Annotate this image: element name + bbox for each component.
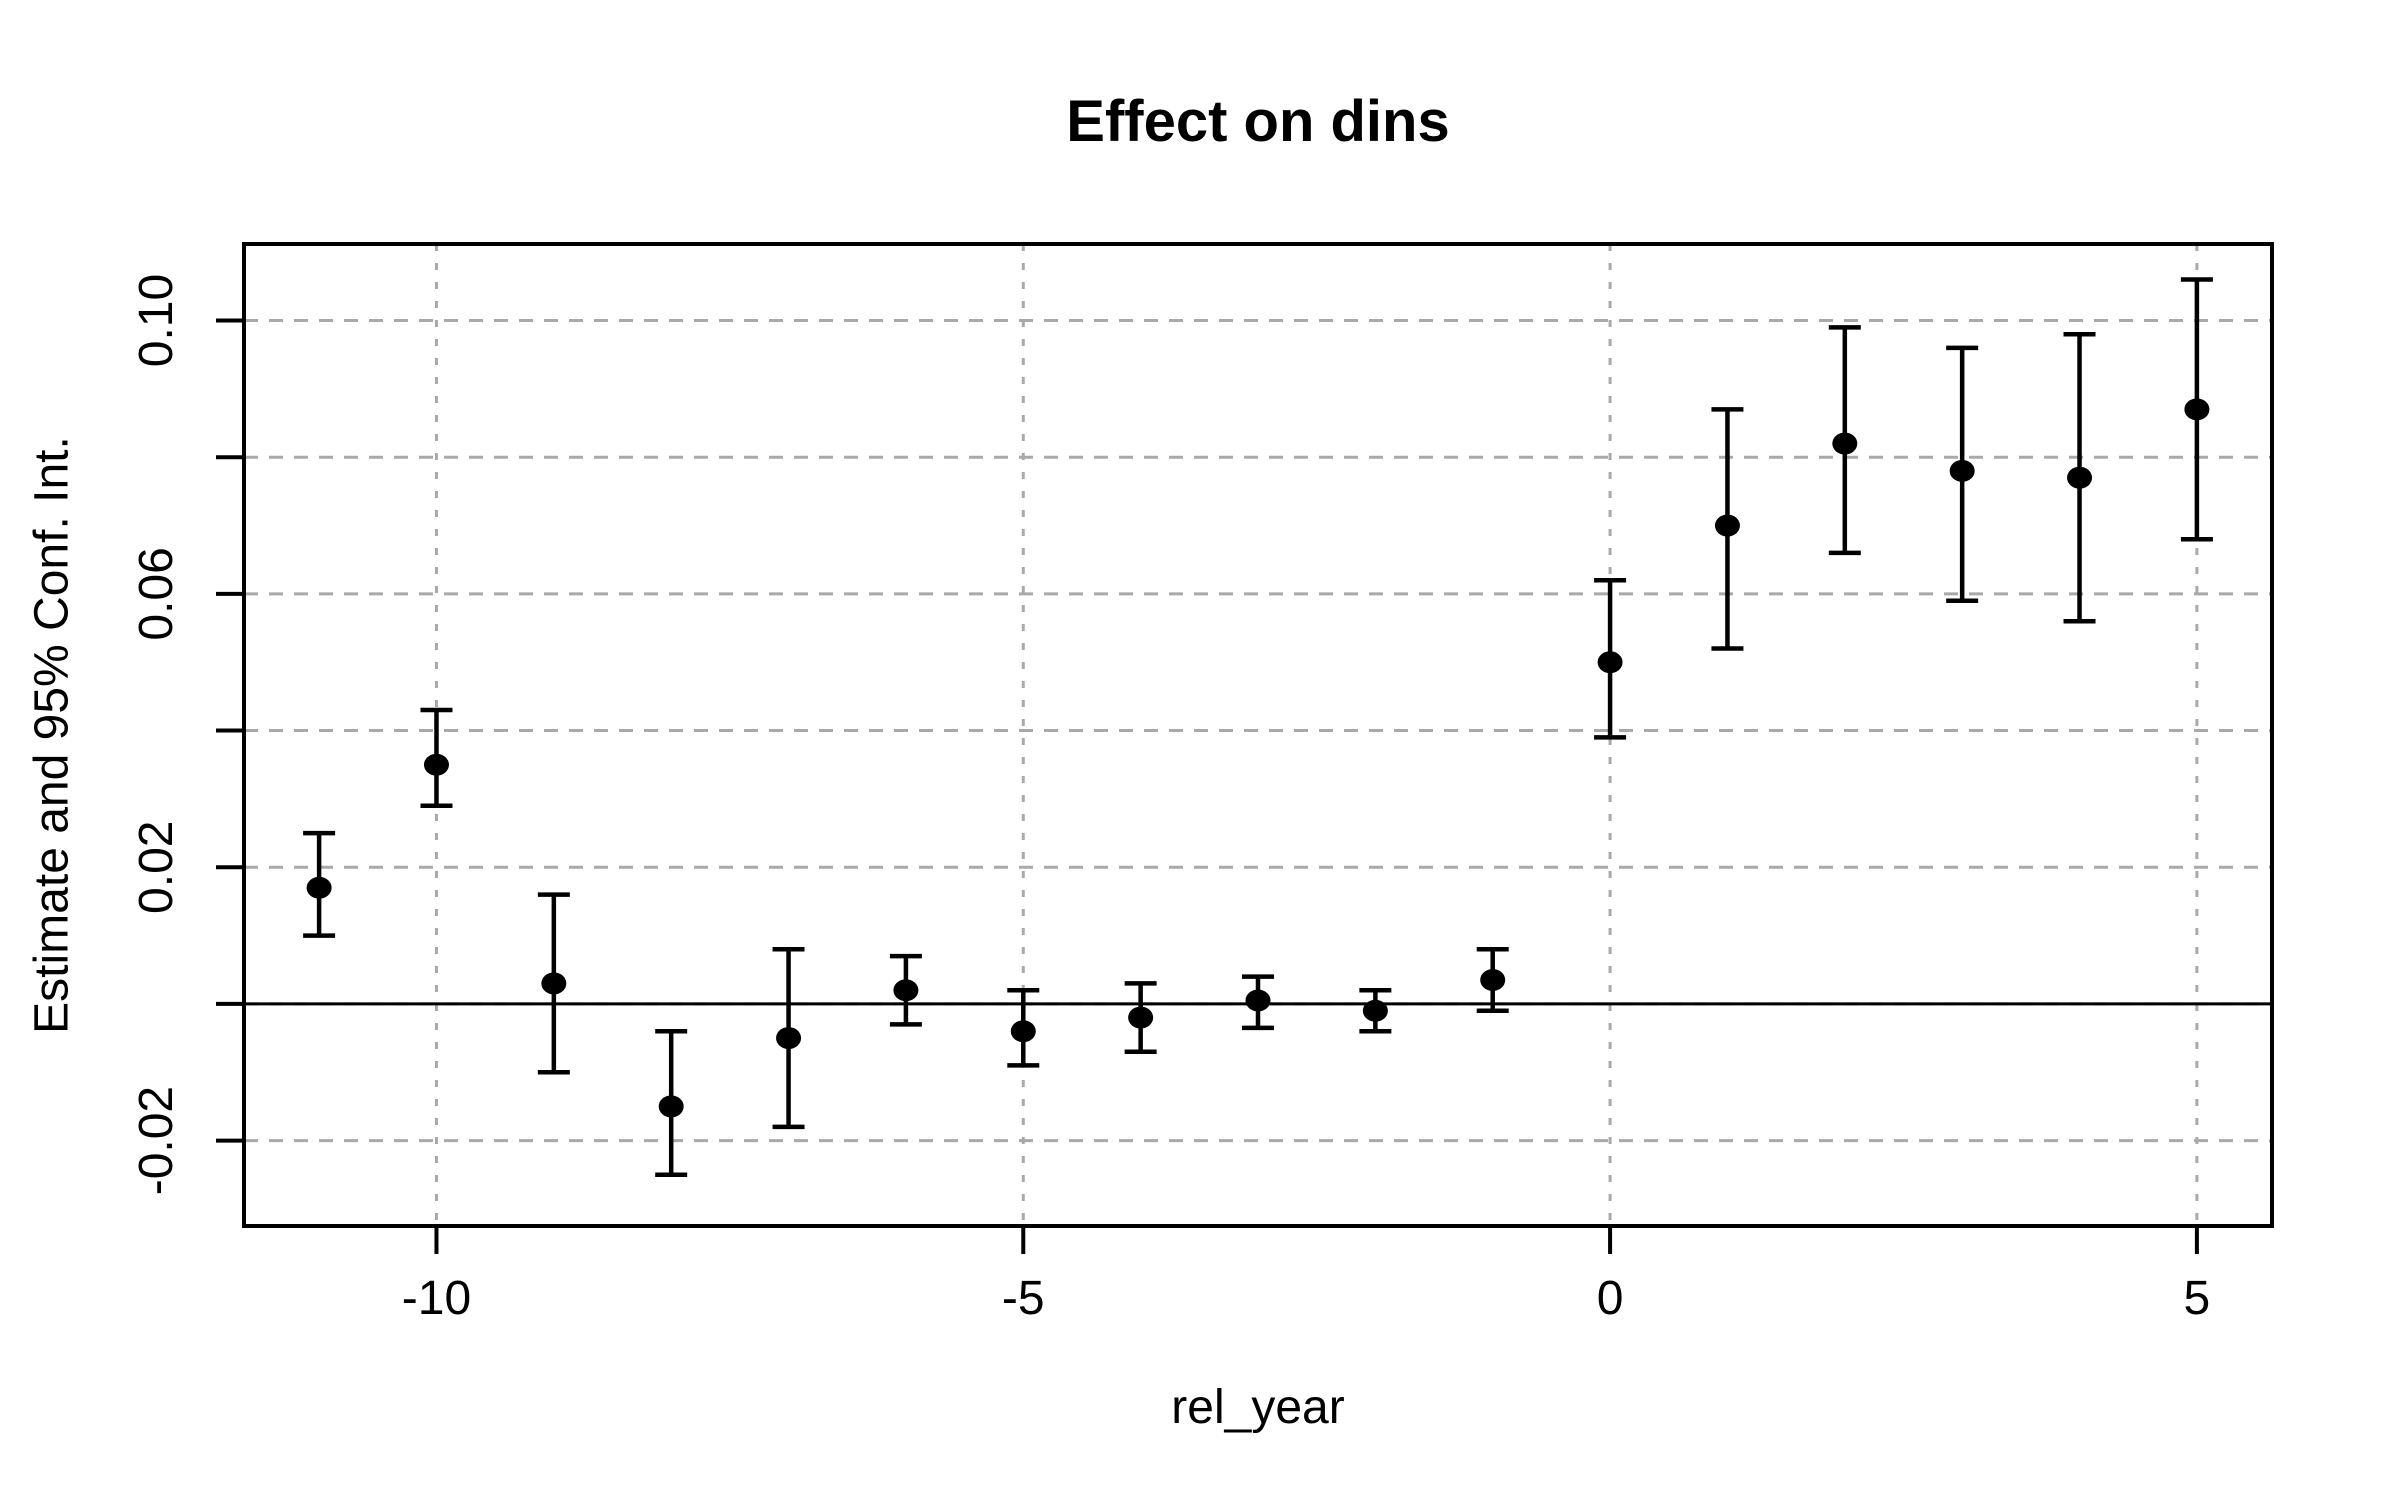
x-axis-tick-label: -10: [402, 1272, 471, 1325]
y-axis-title: Estimate and 95% Conf. Int.: [25, 436, 79, 1034]
data-point: [1949, 459, 1975, 482]
chart-title: Effect on dins: [1066, 89, 1450, 154]
data-point: [1714, 514, 1740, 537]
data-point: [1128, 1006, 1154, 1029]
data-point: [1245, 989, 1271, 1012]
data-point: [1597, 651, 1623, 674]
plot-border: [242, 242, 2274, 1228]
data-point: [423, 753, 449, 776]
data-point: [306, 876, 332, 899]
y-axis-tick-label: 0.02: [130, 821, 183, 914]
x-axis-title: rel_year: [1171, 1381, 1345, 1434]
y-axis-tick-label: 0.10: [130, 274, 183, 367]
data-point: [1480, 968, 1506, 991]
data-point: [2184, 398, 2210, 421]
x-axis-tick-label: 5: [2184, 1272, 2211, 1325]
data-point: [1832, 432, 1858, 455]
data-point: [776, 1027, 802, 1050]
x-axis-tick-label: -5: [1002, 1272, 1045, 1325]
data-point: [658, 1095, 684, 1118]
data-point: [1010, 1020, 1036, 1043]
y-axis-tick-label: -0.02: [130, 1086, 183, 1195]
y-axis-tick-label: 0.06: [130, 547, 183, 640]
data-point: [541, 972, 567, 995]
data-point: [2067, 466, 2093, 489]
data-point: [1362, 999, 1388, 1022]
data-point: [893, 979, 919, 1002]
x-axis-tick-label: 0: [1597, 1272, 1624, 1325]
